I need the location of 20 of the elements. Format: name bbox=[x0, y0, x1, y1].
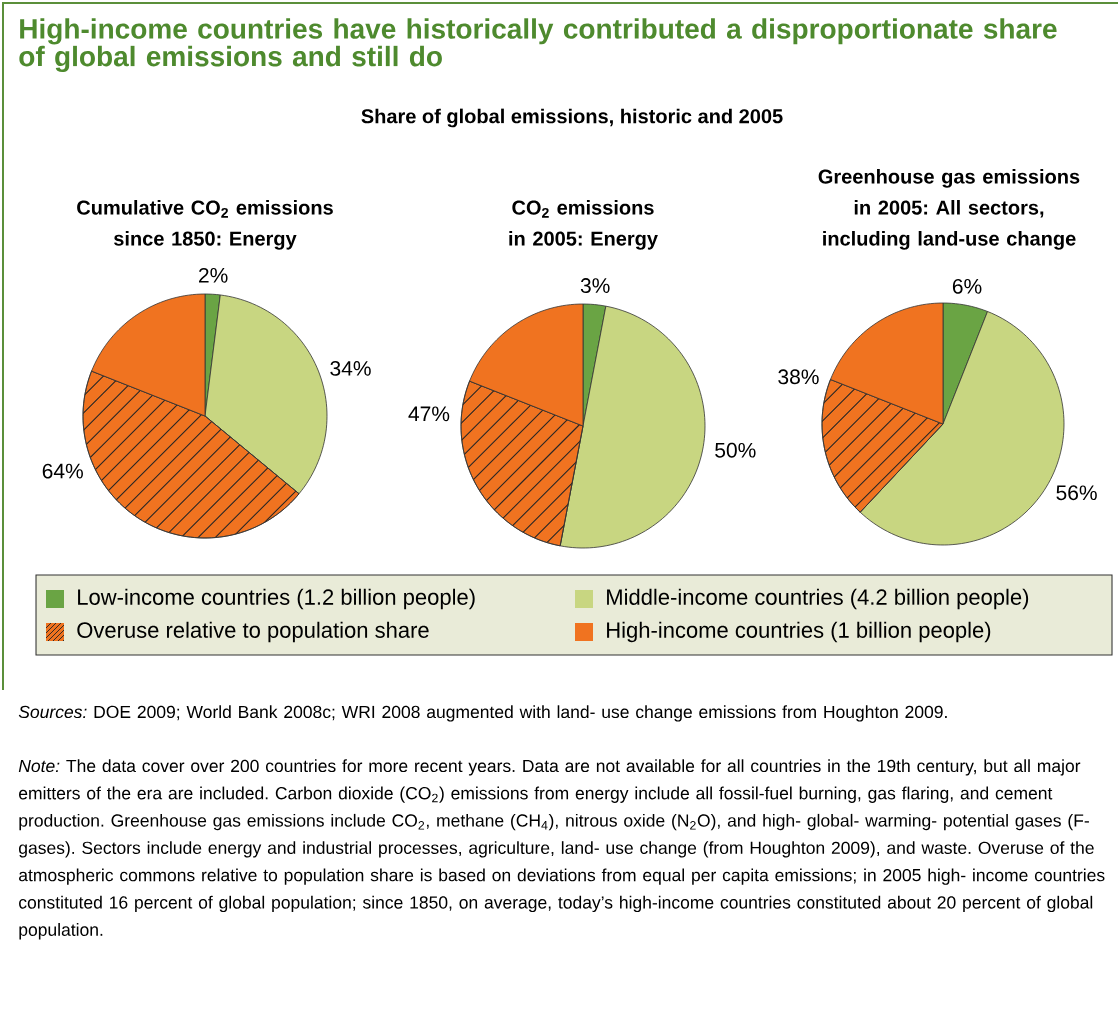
chart-title: Greenhouse gas emissions in 2005: All sectors, including land-use change bbox=[818, 169, 1080, 250]
data-label: 2% bbox=[199, 267, 228, 283]
chart-title: CO$_{2}$ emissions in 2005: Energy bbox=[509, 200, 658, 250]
data-label: 50% bbox=[715, 442, 756, 458]
text: High-income countries have historically contributed a disproportionate share of global emissions and still do bbox=[19, 18, 1057, 73]
data-label: 34% bbox=[330, 360, 371, 376]
legend-label: Low-income countries (1.2 billion people) bbox=[78, 588, 475, 610]
data-label: 56% bbox=[1056, 485, 1097, 501]
legend-label: Overuse relative to population share bbox=[77, 621, 429, 643]
text: 47% bbox=[408, 406, 450, 422]
legend-label: Middle-income countries (4.2 billion people) bbox=[607, 588, 1029, 610]
data-label: 3% bbox=[580, 278, 610, 293]
text: 64% bbox=[42, 463, 83, 479]
chart-title: Cumulative CO$_{2}$ emissions since 1850: Energy bbox=[77, 200, 333, 250]
text: Sources: DOE 2009; World Bank 2008c; WRI 2008 augmented with land- use change emissions from Houghton 2009. bbox=[18, 705, 947, 722]
text: 38% bbox=[778, 369, 819, 385]
data-label: 6% bbox=[952, 278, 982, 294]
legend-label: High-income countries (1 billion people) bbox=[607, 621, 991, 643]
text: Share of global emissions, historic and 2005 bbox=[361, 108, 783, 128]
text: Note: The data cover over 200 countries for more recent years. Data are not available for all countries in the 19th century, but all major emitters of the era are included. Carbon dioxide (CO$_{2}$) emissions from energy include all fossil-fuel burning, gas flaring, and cement production. Greenhouse gas emissions include CO$_{2}$, methane (CH$_{4}$), nitrous oxide (N$_{2}$O), and high- global- warming- potential gases (F-gases). Sectors include energy and industrial processes, agriculture, land- use change (from Houghton 2009), and waste. Overuse of the atmospheric commons relative to population share is based on deviations from equal per capita emissions; in 2005 high- income countries constituted 16 percent of global population; since 1850, on average, today’s high-income countries constituted about 20 percent of global population. bbox=[18, 759, 1105, 940]
